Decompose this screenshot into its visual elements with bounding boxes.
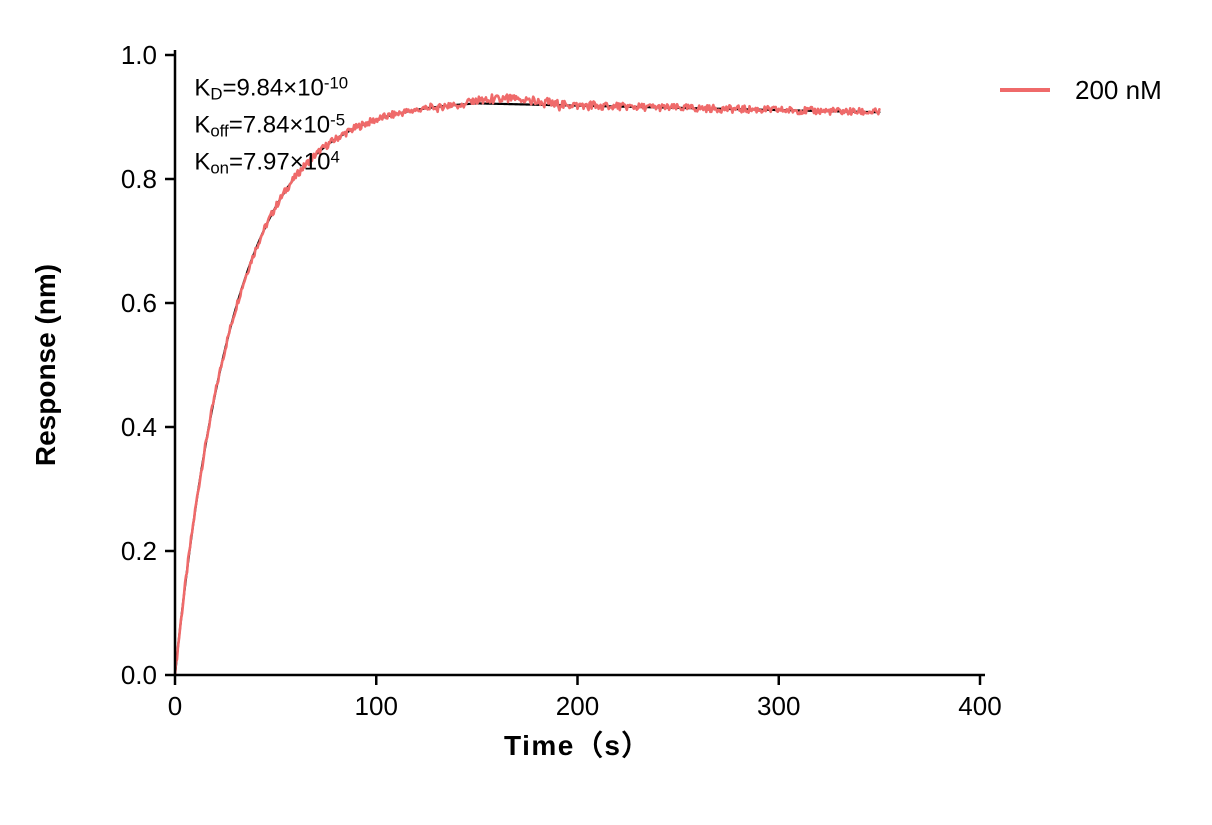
x-tick-label: 100 (355, 691, 398, 721)
y-axis-label: Response (nm) (30, 264, 61, 466)
chart-svg: 0 100 200 300 400 0.0 0.2 0.4 0.6 0.8 1.0 Time（s） Re… (0, 0, 1212, 825)
y-tick-label: 0.8 (121, 164, 157, 194)
y-tick-label: 0.2 (121, 536, 157, 566)
y-tick-label: 1.0 (121, 40, 157, 70)
x-tick-label: 300 (757, 691, 800, 721)
y-tick-label: 0.0 (121, 660, 157, 690)
legend-label: 200 nM (1075, 75, 1162, 105)
x-tick-label: 200 (556, 691, 599, 721)
y-tick-label: 0.6 (121, 288, 157, 318)
x-tick-label: 0 (168, 691, 182, 721)
y-tick-label: 0.4 (121, 412, 157, 442)
binding-kinetics-chart: 0 100 200 300 400 0.0 0.2 0.4 0.6 0.8 1.0 Time（s） Re… (0, 0, 1212, 825)
x-axis-label: Time（s） (504, 729, 651, 761)
x-tick-label: 400 (958, 691, 1001, 721)
